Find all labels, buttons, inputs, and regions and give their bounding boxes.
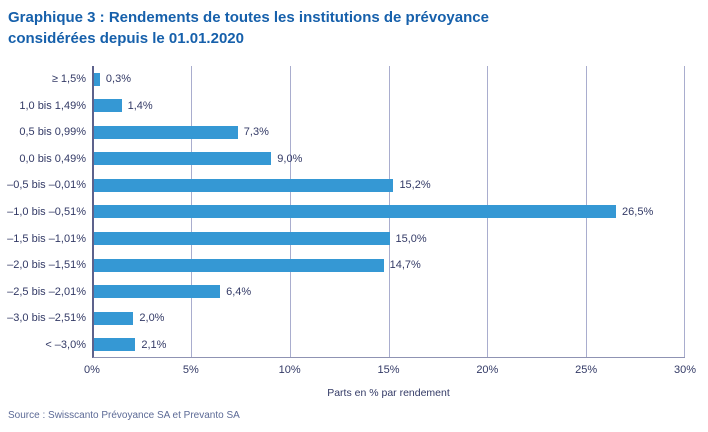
category-label: –1,0 bis –0,51% xyxy=(7,205,86,218)
x-tick-label: 20% xyxy=(476,364,499,376)
bar xyxy=(94,232,390,246)
bar xyxy=(94,99,122,113)
x-tick-label: 5% xyxy=(182,364,199,376)
source-note: Source : Swisscanto Prévoyance SA et Pre… xyxy=(8,410,240,421)
bar-row: 1,4% xyxy=(94,93,685,120)
bar xyxy=(94,72,100,86)
bar xyxy=(94,285,221,299)
bar-value-label: 9,0% xyxy=(277,152,303,165)
bar-value-label: 7,3% xyxy=(243,126,269,139)
category-label: ≥ 1,5% xyxy=(51,73,86,86)
bar-value-label: 15,2% xyxy=(399,179,431,192)
gridline-30 xyxy=(684,66,685,357)
category-label: –2,5 bis –2,01% xyxy=(7,285,86,298)
bar-row: 7,3% xyxy=(94,119,685,146)
bar-row: 2,1% xyxy=(94,331,685,358)
chart-title: Graphique 3 : Rendements de toutes les i… xyxy=(8,7,489,49)
category-label: 0,5 bis 0,99% xyxy=(19,126,86,139)
bar-row: 14,7% xyxy=(94,252,685,279)
x-axis-title: Parts en % par rendement xyxy=(327,387,450,399)
bar-row: 2,0% xyxy=(94,305,685,332)
bar-row: 26,5% xyxy=(94,199,685,226)
bar-value-label: 1,4% xyxy=(127,99,153,112)
x-tick-label: 10% xyxy=(278,364,301,376)
bar-value-label: 26,5% xyxy=(622,205,654,218)
bar-value-label: 6,4% xyxy=(226,285,252,298)
category-label: –2,0 bis –1,51% xyxy=(7,259,86,272)
bar-value-label: 2,0% xyxy=(139,312,165,325)
category-label: –1,5 bis –1,01% xyxy=(7,232,86,245)
x-tick-label: 25% xyxy=(575,364,598,376)
bar-value-label: 14,7% xyxy=(389,259,421,272)
bar-row: 9,0% xyxy=(94,146,685,173)
bar xyxy=(94,205,617,219)
bar-row: 6,4% xyxy=(94,278,685,305)
category-label: < –3,0% xyxy=(45,338,86,351)
bar-row: 15,0% xyxy=(94,225,685,252)
chart-title-line-2: considérées depuis le 01.01.2020 xyxy=(8,30,244,47)
bar-row: 0,3% xyxy=(94,66,685,93)
chart-title-line-1: Graphique 3 : Rendements de toutes les i… xyxy=(8,9,489,26)
category-label: 0,0 bis 0,49% xyxy=(19,152,86,165)
category-label: 1,0 bis 1,49% xyxy=(19,99,86,112)
bar xyxy=(94,311,134,325)
plot-area: 0,3% 1,4% 7,3% 9,0% 15,2% 26,5% 15,0% 14,7% 6,4%… xyxy=(92,66,685,358)
category-label: –3,0 bis –2,51% xyxy=(7,312,86,325)
bar-value-label: 0,3% xyxy=(105,73,131,86)
bar xyxy=(94,125,238,139)
category-label: –0,5 bis –0,01% xyxy=(7,179,86,192)
x-tick-label: 0% xyxy=(84,364,100,376)
bar-value-label: 2,1% xyxy=(141,338,167,351)
bar xyxy=(94,338,136,352)
x-tick-label: 15% xyxy=(377,364,400,376)
x-tick-label: 30% xyxy=(673,364,697,376)
bar-value-label: 15,0% xyxy=(395,232,427,245)
bar-row: 15,2% xyxy=(94,172,685,199)
bar xyxy=(94,152,272,166)
bar xyxy=(94,178,394,192)
bar xyxy=(94,258,384,272)
